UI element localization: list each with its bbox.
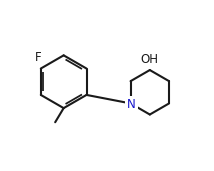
Text: OH: OH (141, 53, 159, 66)
Text: F: F (35, 51, 41, 64)
Text: N: N (127, 98, 136, 111)
